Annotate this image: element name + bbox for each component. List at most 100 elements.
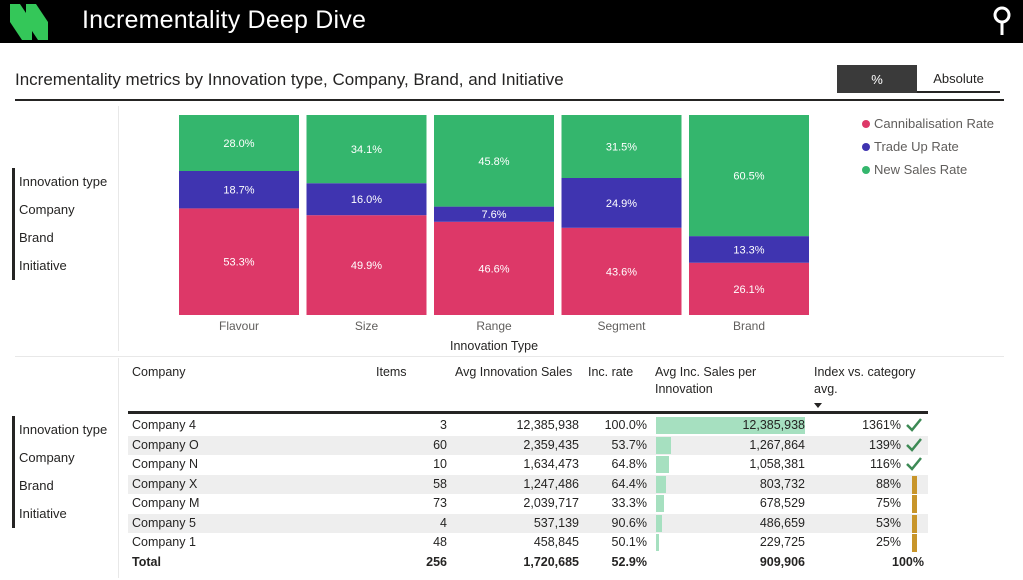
table-row[interactable]: Company X 58 1,247,486 64.4% 803,732 88% [128,474,928,494]
slicer-item-brand[interactable]: Brand [19,478,54,493]
slicer-item-company[interactable]: Company [19,450,75,465]
cell-avg-inc-sales: 803,732 [759,476,805,491]
index-below-indicator [912,475,917,494]
table-row[interactable]: Company O 60 2,359,435 53.7% 1,267,864 139% [128,435,928,455]
bar-segment-flavour-trade-up-rate[interactable] [179,171,299,209]
cell-avg-sales: 2,039,717 [523,496,579,510]
bar-segment-size-cannibalisation-rate[interactable] [306,215,427,315]
bar-segment-range-cannibalisation-rate[interactable] [434,221,554,315]
legend-item-new-sales[interactable]: New Sales Rate [862,158,994,181]
x-tick-label: Range [476,319,512,333]
cell-company: Company M [132,496,200,510]
cell-inc-rate: 90.6% [611,515,647,530]
cell-avg-inc-sales: 229,725 [759,535,805,549]
search-icon[interactable] [991,6,1013,38]
column-header-avg-inc-sales[interactable]: Avg Inc. Sales per Innovation [655,365,757,396]
bar-segment-size-new-sales-rate[interactable] [306,115,427,184]
cell-inc-rate: 100.0% [604,418,647,432]
cell-index: 116% [869,457,901,471]
data-bar [656,534,659,551]
cell-items: 3 [440,418,447,432]
slicer-item-brand[interactable]: Brand [19,230,54,245]
check-icon [906,418,922,432]
legend-dot [862,119,870,128]
data-label: 28.0% [223,138,254,150]
column-header-items[interactable]: Items [376,365,407,379]
column-header-inc-rate[interactable]: Inc. rate [588,365,634,379]
legend-dot [862,165,870,174]
cell-inc-rate: 53.7% [611,437,647,452]
cell-inc-rate: 33.3% [611,496,647,510]
table-row[interactable]: Company 1 48 458,845 50.1% 229,725 25% [128,533,928,553]
section-divider [15,356,1004,357]
slicer-top: Innovation type Company Brand Initiative [12,168,107,280]
column-header-company[interactable]: Company [132,365,186,379]
cell-company: Company 4 [132,418,196,432]
cell-inc-rate: 64.4% [611,476,647,491]
bar-segment-segment-new-sales-rate[interactable] [561,115,682,178]
check-icon [906,437,922,452]
toggle-absolute-button[interactable]: Absolute [917,65,1000,93]
bar-segment-segment-cannibalisation-rate[interactable] [561,227,682,315]
cell-avg-sales: 458,845 [533,535,579,549]
data-label: 34.1% [351,144,382,156]
bar-segment-range-trade-up-rate[interactable] [434,206,554,222]
table-row[interactable]: Company 4 3 12,385,938 100.0% 12,385,938 1361… [128,416,928,436]
bar-segment-brand-new-sales-rate[interactable] [689,115,809,237]
x-tick-label: Brand [733,319,765,333]
table-row[interactable]: Company M 73 2,039,717 33.3% 678,529 75% [128,494,928,514]
data-label: 60.5% [733,171,764,183]
top-bar: Incrementality Deep Dive [0,0,1023,43]
bar-segment-size-trade-up-rate[interactable] [306,183,427,216]
bar-segment-range-new-sales-rate[interactable] [434,115,554,207]
data-label: 43.6% [606,266,637,278]
x-tick-label: Size [355,319,379,333]
bar-segment-segment-trade-up-rate[interactable] [561,178,682,228]
page-title: Incrementality metrics by Innovation typ… [15,70,564,89]
index-below-indicator [912,514,917,533]
slicer-item-company[interactable]: Company [19,202,75,217]
data-label: 31.5% [606,142,637,154]
legend-item-trade-up[interactable]: Trade Up Rate [862,135,994,158]
data-label: 49.9% [351,260,382,272]
data-bar [656,417,805,434]
brand-logo-icon [10,4,48,40]
table-row[interactable]: Company N 10 1,634,473 64.8% 1,058,381 116% [128,455,928,475]
cell-total-inc-rate: 52.9% [611,554,647,569]
column-header-avg-innovation-sales[interactable]: Avg Innovation Sales [455,365,573,379]
bar-segment-brand-cannibalisation-rate[interactable] [689,262,809,315]
data-bar [656,514,662,532]
slicer-item-innovation-type[interactable]: Innovation type [19,422,108,437]
cell-index: 75% [875,496,901,510]
column-header-index[interactable]: Index vs. category avg. [814,365,916,396]
slicer-item-initiative[interactable]: Initiative [19,258,67,273]
data-label: 45.8% [478,156,509,168]
bar-segment-flavour-cannibalisation-rate[interactable] [179,208,299,315]
table-total-row: Total 256 1,720,685 52.9% 909,906 100% [128,553,928,573]
bar-segment-flavour-new-sales-rate[interactable] [179,115,299,171]
slicer-item-innovation-type[interactable]: Innovation type [19,174,108,189]
cell-items: 48 [433,535,447,549]
cell-index: 53% [875,515,901,530]
data-label: 13.3% [733,244,764,256]
data-label: 26.1% [733,284,764,296]
table-header-rule [128,411,928,414]
index-below-indicator [912,534,917,552]
cell-index: 139% [869,437,901,452]
cell-avg-inc-sales: 12,385,938 [742,418,805,432]
cell-items: 60 [433,437,447,452]
cell-items: 4 [440,515,447,530]
cell-avg-sales: 12,385,938 [516,418,579,432]
stacked-bar-chart: 53.3% 18.7% 28.0% Flavour 49.9% 16.0% 34.1% Siz… [179,115,809,353]
bar-segment-brand-trade-up-rate[interactable] [689,236,809,263]
cell-index: 88% [875,476,901,491]
toggle-percent-button[interactable]: % [837,65,917,93]
cell-company: Company O [132,437,199,452]
slicer-item-initiative[interactable]: Initiative [19,506,67,521]
table-row[interactable]: Company 5 4 537,139 90.6% 486,659 53% [128,513,928,533]
sort-descending-icon [814,403,822,408]
cell-index: 1361% [862,418,901,432]
cell-items: 73 [433,496,447,510]
legend-item-cannibalisation[interactable]: Cannibalisation Rate [862,112,994,135]
data-bar [656,475,666,493]
